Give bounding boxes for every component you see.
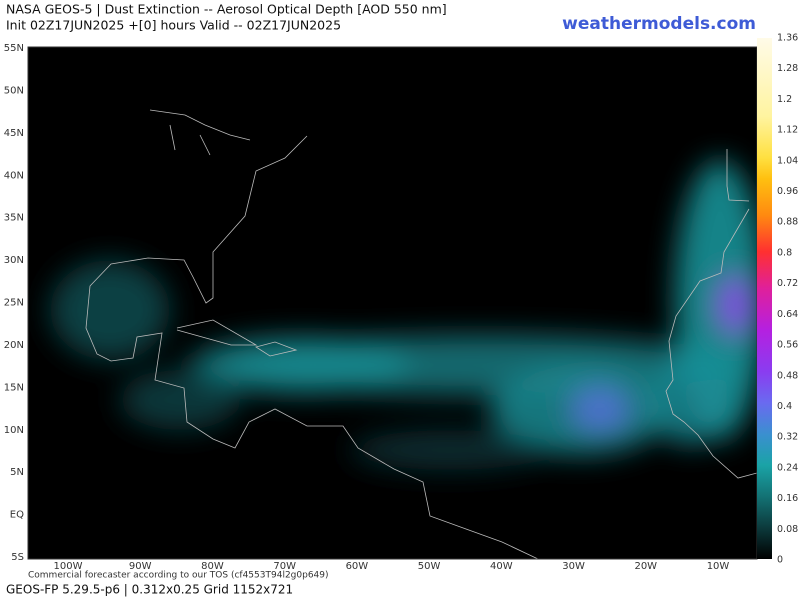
lon-label: 90W: [129, 561, 152, 572]
colorbar-label: 0.56: [777, 340, 798, 351]
footer-note: Commercial forecaster according to our T…: [28, 571, 329, 581]
colorbar: [757, 38, 772, 559]
dust-plume: [50, 160, 757, 470]
colorbar-label: 1.04: [777, 155, 798, 166]
colorbar-label: 0.16: [777, 493, 798, 504]
great-lakes: [149, 109, 251, 156]
title-line-2: Init 02Z17JUN2025 +[0] hours Valid -- 02…: [6, 18, 341, 33]
lon-label: 40W: [490, 561, 513, 572]
colorbar-label: 1.36: [777, 33, 798, 44]
coastline-hispaniola: [255, 341, 298, 357]
colorbar-label: 0.8: [777, 247, 792, 258]
lat-label: 30N: [4, 255, 24, 266]
lon-label: 100W: [54, 561, 83, 572]
colorbar-label: 1.28: [777, 63, 798, 74]
footer-info: GEOS-FP 5.29.5-p6 | 0.312x0.25 Grid 1152…: [6, 583, 293, 597]
coastline-cuba: [176, 319, 258, 346]
site-name: weathermodels.com: [562, 14, 756, 34]
lon-label: 20W: [634, 561, 657, 572]
colorbar-label: 0.72: [777, 278, 798, 289]
lat-label: 45N: [4, 128, 24, 139]
colorbar-label: 0: [777, 555, 783, 566]
lat-label: 15N: [4, 382, 24, 393]
lat-label: EQ: [10, 510, 24, 521]
lon-label: 70W: [273, 561, 296, 572]
coastline-africa: [665, 208, 757, 479]
map: [27, 46, 758, 560]
lat-label: 25N: [4, 298, 24, 309]
colorbar-label: 0.64: [777, 309, 798, 320]
lat-label: 5N: [10, 467, 24, 478]
lat-label: 5S: [11, 552, 24, 563]
colorbar-label: 0.88: [777, 217, 798, 228]
lon-label: 60W: [346, 561, 369, 572]
colorbar-label: 0.4: [777, 401, 792, 412]
lon-label: 10W: [707, 561, 730, 572]
coastline-americas: [85, 135, 539, 559]
lat-label: 40N: [4, 170, 24, 181]
lat-label: 35N: [4, 213, 24, 224]
colorbar-label: 1.12: [777, 125, 798, 136]
lon-label: 50W: [418, 561, 441, 572]
title-line-1: NASA GEOS-5 | Dust Extinction -- Aerosol…: [6, 2, 447, 17]
colorbar-label: 0.24: [777, 462, 798, 473]
lat-label: 20N: [4, 340, 24, 351]
lat-label: 50N: [4, 85, 24, 96]
lon-label: 30W: [562, 561, 585, 572]
coastline-iberia: [726, 149, 750, 202]
colorbar-label: 1.2: [777, 94, 792, 105]
colorbar-label: 0.48: [777, 370, 798, 381]
colorbar-label: 0.32: [777, 432, 798, 443]
lat-label: 10N: [4, 425, 24, 436]
colorbar-label: 0.96: [777, 186, 798, 197]
lat-label: 55N: [4, 43, 24, 54]
lon-label: 80W: [201, 561, 224, 572]
colorbar-label: 0.08: [777, 524, 798, 535]
